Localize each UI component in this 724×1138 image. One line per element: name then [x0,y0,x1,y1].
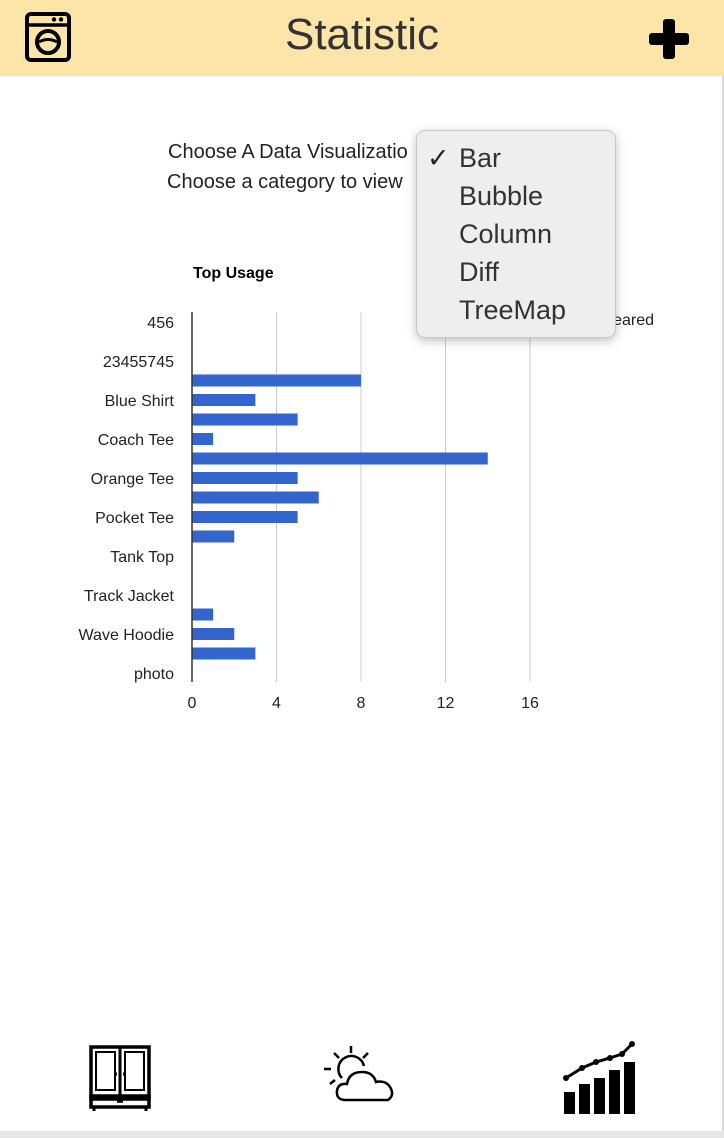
header-bar: Statistic [0,0,724,76]
chart-bar-5[interactable] [192,472,298,484]
category-label: Pocket Tee [95,510,174,527]
wardrobe-icon[interactable] [88,1044,152,1112]
partly-cloudy-icon[interactable] [320,1044,400,1106]
category-label: Track Jacket [84,588,175,605]
chart-bar-7[interactable] [192,511,298,523]
chart-bar-3[interactable] [192,433,214,445]
menu-item-bar[interactable]: ✓ Bar [427,143,502,173]
category-label: Wave Hoodie [79,627,175,644]
chart-bar-0[interactable] [192,374,361,387]
category-label: Tank Top [110,549,174,566]
x-tick-label: 12 [437,695,455,712]
x-tick-label: 16 [521,695,539,712]
bar-chart: 456 23455745 Blue Shirt Coach Tee Orange Tee… [79,312,539,712]
chart-title: Top Usage [193,265,274,282]
menu-item-bubble[interactable]: Bubble [459,181,544,211]
checkmark-icon: ✓ [427,143,450,173]
menu-item-diff[interactable]: Diff [459,257,500,287]
chart-bar-2[interactable] [192,413,298,426]
plus-icon[interactable] [646,17,692,61]
visualization-dropdown-menu[interactable]: ✓ Bar Bubble Column Diff TreeMap [416,130,616,338]
page-title: Statistic [284,10,440,59]
category-label: Blue Shirt [105,393,175,410]
chart-bar-9[interactable] [192,608,214,621]
statistics-chart-icon[interactable] [560,1040,640,1116]
menu-item-column[interactable]: Column [459,219,553,249]
chart-bar-10[interactable] [192,628,235,640]
chart-bar-11[interactable] [192,647,256,660]
category-label: Orange Tee [91,471,174,488]
washing-machine-icon[interactable] [24,11,72,63]
scroll-edge [722,76,724,1131]
category-label: Coach Tee [98,432,174,449]
chart-bar-1[interactable] [192,394,256,406]
category-label: 23455745 [103,354,174,371]
legend-label-partial: eared [613,312,654,329]
bottom-border [0,1131,724,1138]
chart-bar-8[interactable] [192,530,235,543]
category-label: photo [134,666,174,683]
visualization-label: Choose A Data Visualizatio [168,141,408,163]
category-label: Choose a category to view [167,171,403,193]
category-label: 456 [147,315,174,332]
x-tick-label: 8 [357,695,366,712]
chart-bar-4[interactable] [192,452,488,465]
x-tick-label: 4 [272,695,281,712]
x-tick-label: 0 [188,695,197,712]
menu-item-treemap[interactable]: TreeMap [459,295,567,325]
chart-bar-6[interactable] [192,491,319,504]
